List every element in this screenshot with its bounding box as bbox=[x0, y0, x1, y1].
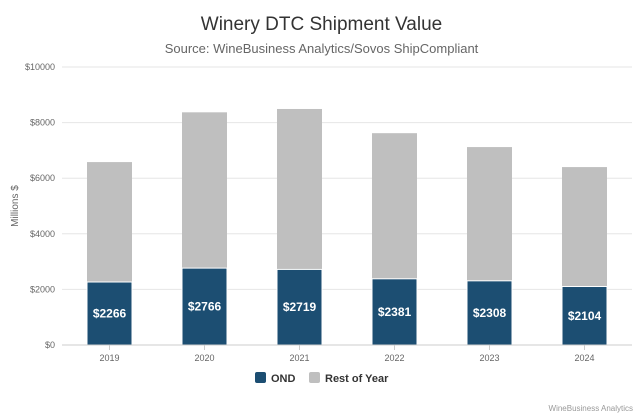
bar-ond bbox=[181, 267, 228, 346]
legend-label-rest-of-year: Rest of Year bbox=[325, 373, 389, 385]
bar-ond bbox=[466, 280, 513, 346]
chart-title: Winery DTC Shipment Value bbox=[200, 14, 443, 35]
data-label-ond: $2766 bbox=[188, 300, 222, 314]
data-label-ond: $2266 bbox=[93, 307, 127, 321]
x-tick-label: 2019 bbox=[99, 353, 119, 363]
data-label-ond: $2308 bbox=[473, 306, 507, 320]
y-tick-label: $8000 bbox=[30, 118, 55, 128]
bar-rest-of-year bbox=[87, 162, 132, 283]
y-tick-label: $4000 bbox=[30, 229, 55, 239]
bar-rest-of-year bbox=[277, 108, 322, 270]
chart-subtitle: Source: WineBusiness Analytics/Sovos Shi… bbox=[164, 41, 479, 56]
y-tick-label: $0 bbox=[45, 340, 55, 350]
legend-swatch-rest-of-year bbox=[309, 372, 320, 383]
data-label-ond: $2104 bbox=[568, 309, 602, 323]
y-tick-label: $2000 bbox=[30, 284, 55, 294]
bar-ond bbox=[371, 278, 418, 346]
bar-rest-of-year bbox=[182, 112, 227, 269]
chart-credit: WineBusiness Analytics bbox=[548, 404, 633, 413]
y-tick-label: $6000 bbox=[30, 173, 55, 183]
bar-rest-of-year bbox=[467, 147, 512, 281]
x-tick-label: 2023 bbox=[479, 353, 499, 363]
x-tick-label: 2020 bbox=[194, 353, 214, 363]
bar-rest-of-year bbox=[562, 167, 607, 287]
x-tick-label: 2021 bbox=[289, 353, 309, 363]
legend-swatch-ond bbox=[255, 372, 266, 383]
bar-rest-of-year bbox=[372, 133, 417, 279]
x-tick-label: 2022 bbox=[384, 353, 404, 363]
y-axis-title: Millions $ bbox=[10, 185, 21, 227]
x-tick-label: 2024 bbox=[574, 353, 594, 363]
bar-ond bbox=[276, 268, 323, 346]
data-label-ond: $2381 bbox=[378, 305, 412, 319]
data-label-ond: $2719 bbox=[283, 300, 317, 314]
y-tick-label: $10000 bbox=[25, 62, 55, 72]
legend-label-ond: OND bbox=[271, 373, 296, 385]
bar-ond bbox=[561, 286, 608, 346]
